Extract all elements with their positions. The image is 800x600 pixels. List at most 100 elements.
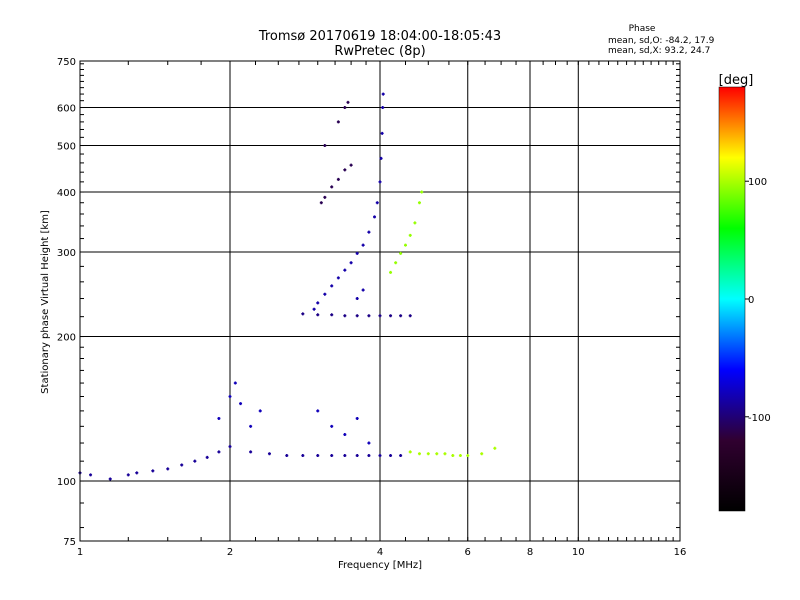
- data-point: [312, 307, 316, 311]
- data-point: [135, 471, 139, 475]
- phase-legend-o: mean, sd,O: -84.2, 17.9: [608, 36, 715, 46]
- x-tick-label: 16: [674, 547, 687, 558]
- data-point: [417, 452, 421, 456]
- data-point: [323, 144, 327, 148]
- data-point: [233, 381, 237, 385]
- data-point: [361, 288, 365, 292]
- data-point: [408, 233, 412, 237]
- data-point: [355, 251, 359, 255]
- data-point: [126, 473, 130, 477]
- y-tick-label: 200: [57, 333, 76, 344]
- grid-lines: [80, 61, 680, 541]
- data-point: [336, 177, 340, 181]
- data-point: [349, 163, 353, 167]
- chart-title: Tromsø 20170619 18:04:00-18:05:43: [258, 29, 501, 44]
- data-point: [389, 270, 393, 274]
- data-point: [379, 156, 383, 160]
- data-point: [316, 454, 320, 458]
- data-point: [413, 221, 417, 225]
- data-point: [330, 424, 334, 428]
- data-point: [330, 284, 334, 288]
- data-point: [389, 314, 393, 318]
- data-point: [378, 454, 382, 458]
- data-point: [249, 424, 253, 428]
- data-point: [316, 313, 320, 317]
- x-axis-label: Frequency [MHz]: [338, 560, 422, 571]
- data-point: [285, 454, 289, 458]
- data-point: [408, 314, 412, 318]
- colorbar-tick-label: 0: [748, 295, 754, 306]
- data-point: [323, 292, 327, 296]
- data-point: [343, 314, 347, 318]
- colorbar-tick-label: 100: [748, 177, 767, 188]
- x-tick-label: 4: [377, 547, 383, 558]
- y-tick-label: 400: [57, 188, 76, 199]
- data-point: [249, 450, 253, 454]
- data-point: [228, 445, 232, 449]
- data-point: [466, 454, 470, 458]
- data-point: [361, 243, 365, 247]
- data-point: [403, 243, 407, 247]
- data-point: [166, 467, 170, 471]
- data-point: [301, 454, 305, 458]
- data-point: [451, 454, 455, 458]
- data-point: [417, 201, 421, 205]
- data-point: [228, 395, 232, 399]
- data-point: [239, 402, 243, 406]
- y-tick-label: 300: [57, 248, 76, 259]
- data-point: [330, 185, 334, 189]
- data-point: [319, 201, 323, 205]
- data-point: [343, 268, 347, 272]
- x-tick-label: 2: [227, 547, 233, 558]
- y-tick-label: 500: [57, 142, 76, 153]
- axis-ticks: 1 2 4 6 8 10 16 75 100 200 300 400 500 600 750: [57, 57, 686, 558]
- data-point: [378, 314, 382, 318]
- data-point: [399, 251, 403, 255]
- data-point: [367, 230, 371, 234]
- data-point: [217, 450, 221, 454]
- plot-frame: [79, 60, 681, 542]
- data-point: [343, 106, 347, 110]
- x-tick-label: 10: [572, 547, 585, 558]
- data-point: [375, 201, 379, 205]
- x-tick-label: 6: [465, 547, 471, 558]
- data-point: [381, 92, 385, 96]
- data-points: [78, 92, 497, 481]
- data-point: [89, 473, 93, 477]
- data-point: [426, 452, 430, 456]
- colorbar-ticks: 100 0 -100: [745, 177, 771, 424]
- y-axis-label: Stationary phase Virtual Height [km]: [40, 210, 51, 394]
- data-point: [343, 168, 347, 172]
- data-point: [355, 454, 359, 458]
- data-point: [389, 454, 393, 458]
- data-point: [355, 314, 359, 318]
- data-point: [316, 409, 320, 413]
- data-point: [381, 106, 385, 110]
- data-point: [367, 441, 371, 445]
- colorbar: [718, 86, 746, 512]
- data-point: [435, 452, 439, 456]
- data-point: [336, 276, 340, 280]
- chart-subtitle: RwPretec (8p): [334, 44, 425, 59]
- data-point: [378, 180, 382, 184]
- data-point: [193, 459, 197, 463]
- data-point: [355, 416, 359, 420]
- data-point: [408, 450, 412, 454]
- data-point: [217, 416, 221, 420]
- data-point: [330, 454, 334, 458]
- y-tick-label: 600: [57, 104, 76, 115]
- data-point: [420, 190, 424, 194]
- data-point: [443, 452, 447, 456]
- data-point: [205, 455, 209, 459]
- data-point: [108, 477, 112, 481]
- data-point: [367, 314, 371, 318]
- data-point: [267, 452, 271, 456]
- colorbar-label: [deg]: [719, 73, 754, 88]
- y-tick-label: 750: [57, 57, 76, 68]
- y-tick-label: 100: [57, 477, 76, 488]
- phase-legend-title: Phase: [629, 24, 656, 34]
- phase-legend-x: mean, sd,X: 93.2, 24.7: [608, 46, 710, 56]
- data-point: [399, 314, 403, 318]
- x-tick-label: 8: [527, 547, 533, 558]
- data-point: [394, 261, 398, 265]
